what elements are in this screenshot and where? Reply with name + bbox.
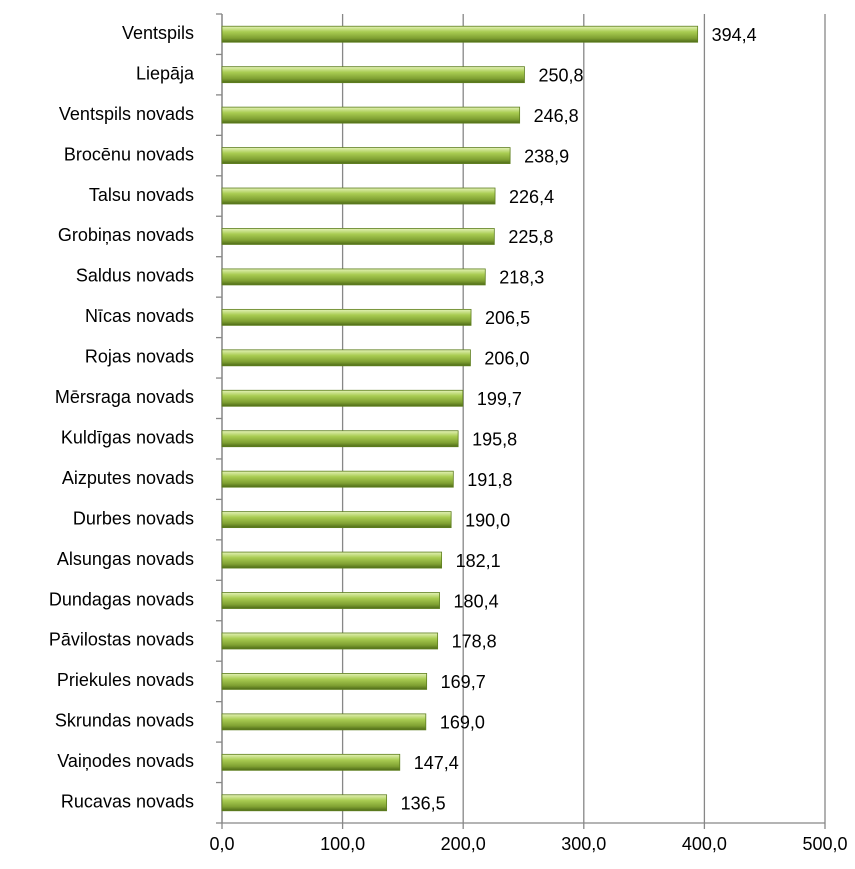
- value-label: 191,8: [467, 470, 512, 490]
- y-tick-label: Liepāja: [136, 63, 195, 83]
- bar: [221, 592, 440, 609]
- value-label: 238,9: [524, 146, 569, 166]
- x-tick-label: 100,0: [320, 834, 365, 854]
- bar: [221, 66, 525, 84]
- y-tick-label: Dundagas novads: [49, 589, 194, 609]
- value-label: 206,0: [484, 349, 529, 369]
- bar: [221, 106, 521, 124]
- value-label: 218,3: [499, 268, 544, 288]
- x-tick-label: 200,0: [441, 834, 486, 854]
- bar: [221, 673, 428, 690]
- x-tick-label: 0,0: [209, 834, 234, 854]
- y-tick-label: Grobiņas novads: [58, 225, 194, 245]
- bar: [221, 349, 471, 367]
- y-tick-label: Vaiņodes novads: [57, 751, 194, 771]
- y-tick-label: Rucavas novads: [61, 792, 194, 812]
- bar: [221, 187, 496, 205]
- value-label: 206,5: [485, 308, 530, 328]
- y-tick-label: Mērsraga novads: [55, 387, 194, 407]
- value-label: 246,8: [534, 106, 579, 126]
- bar: [221, 147, 511, 164]
- value-label: 180,4: [454, 591, 499, 611]
- value-label: 178,8: [452, 632, 497, 652]
- y-tick-label: Nīcas novads: [85, 306, 194, 326]
- value-label: 250,8: [538, 65, 583, 85]
- y-tick-label: Kuldīgas novads: [61, 427, 194, 447]
- y-tick-label: Priekules novads: [57, 670, 194, 690]
- bar: [221, 511, 452, 529]
- bar: [221, 389, 464, 407]
- value-label: 182,1: [456, 551, 501, 571]
- y-tick-label: Pāvilostas novads: [49, 630, 194, 650]
- y-tick-label: Rojas novads: [85, 347, 194, 367]
- value-label: 190,0: [465, 510, 510, 530]
- y-tick-label: Ventspils: [122, 23, 194, 43]
- value-label: 225,8: [508, 227, 553, 247]
- y-tick-label: Saldus novads: [76, 266, 194, 286]
- value-label: 147,4: [414, 753, 459, 773]
- bar: [221, 713, 427, 731]
- bar: [221, 632, 439, 650]
- value-label: 394,4: [712, 25, 757, 45]
- value-label: 136,5: [401, 794, 446, 814]
- x-tick-label: 300,0: [561, 834, 606, 854]
- bar: [221, 268, 486, 286]
- x-tick-label: 400,0: [682, 834, 727, 854]
- y-tick-label: Aizputes novads: [62, 468, 194, 488]
- bar: [221, 308, 472, 326]
- bar: [221, 228, 495, 245]
- value-label: 199,7: [477, 389, 522, 409]
- value-label: 226,4: [509, 187, 554, 207]
- bar: [221, 551, 443, 569]
- bar: [221, 794, 388, 812]
- bar: [221, 430, 459, 448]
- y-tick-label: Brocēnu novads: [64, 144, 194, 164]
- y-tick-label: Alsungas novads: [57, 549, 194, 569]
- y-tick-label: Talsu novads: [89, 185, 194, 205]
- bar: [221, 753, 401, 771]
- value-label: 169,7: [441, 672, 486, 692]
- y-tick-label: Ventspils novads: [59, 104, 194, 124]
- y-tick-label: Durbes novads: [73, 508, 194, 528]
- x-tick-label: 500,0: [802, 834, 847, 854]
- bar: [221, 470, 454, 488]
- y-tick-label: Skrundas novads: [55, 711, 194, 731]
- value-label: 195,8: [472, 429, 517, 449]
- value-label: 169,0: [440, 713, 485, 733]
- bar: [221, 25, 699, 43]
